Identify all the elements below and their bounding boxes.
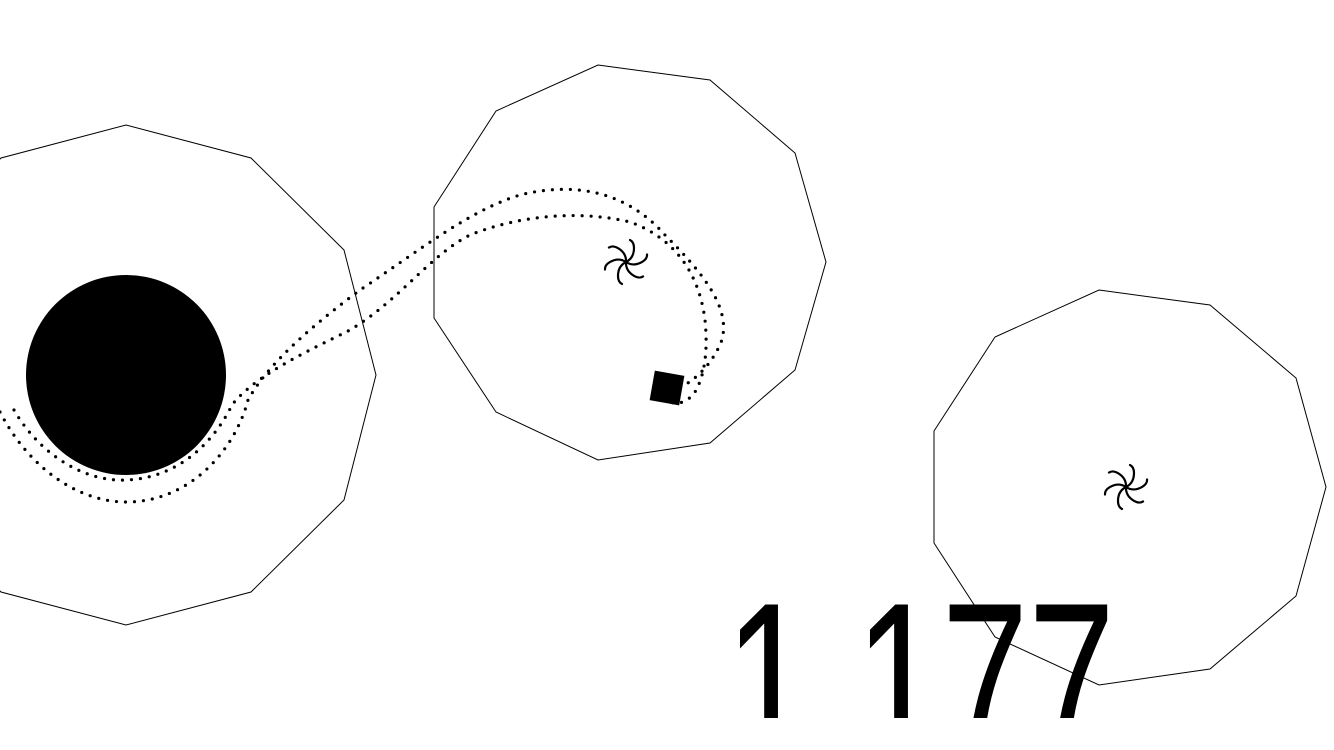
score: 1.177 xyxy=(725,555,1115,750)
wormhole xyxy=(1101,463,1151,511)
planet-orbit xyxy=(933,289,1327,686)
score-clip: 1.177 xyxy=(725,555,1115,750)
planet-orbit xyxy=(433,64,827,461)
planet-orbit xyxy=(0,124,377,626)
player-ship xyxy=(649,370,685,406)
trail xyxy=(0,187,726,504)
wormhole xyxy=(601,238,651,286)
black-planet xyxy=(26,275,226,475)
trail xyxy=(12,213,708,482)
